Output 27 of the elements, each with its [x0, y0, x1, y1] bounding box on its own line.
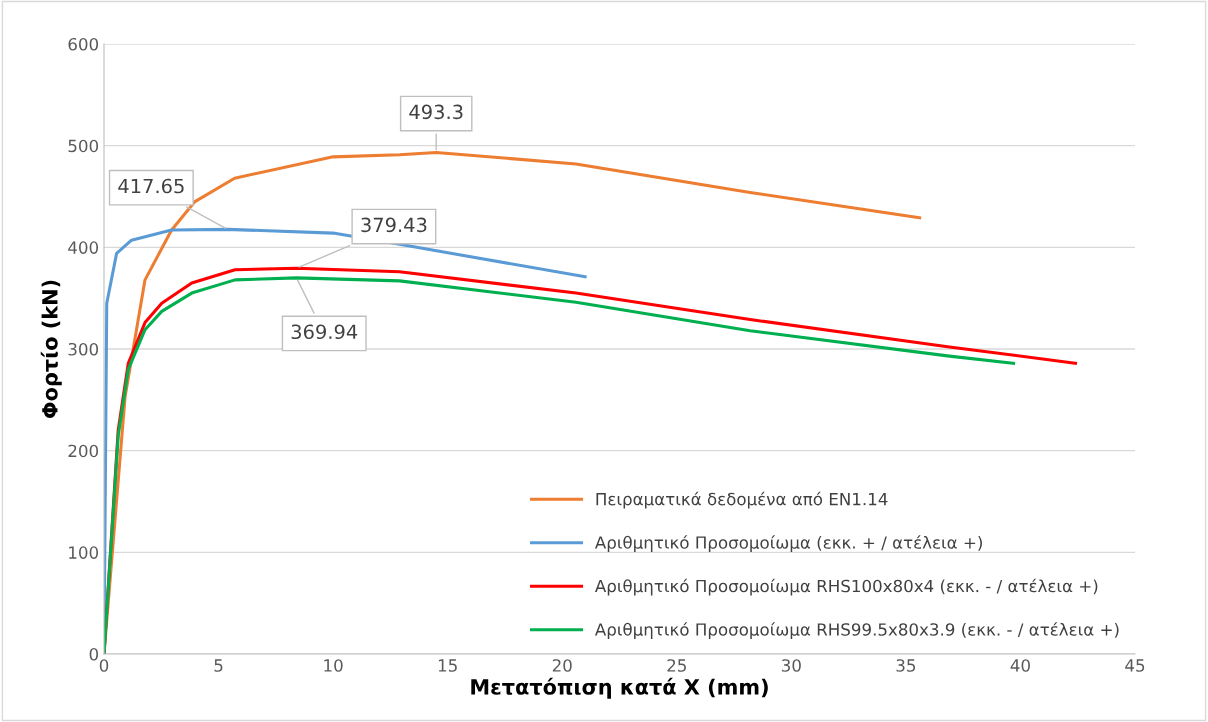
annotation: 493.3: [409, 104, 463, 120]
legend-label: Αριθμητικό Προσομοίωμα RHS100x80x4 (εκκ. - / ατέλεια +): [594, 578, 1098, 596]
y-tick-label: 100: [69, 546, 99, 559]
x-tick-label: 45: [1125, 659, 1145, 672]
annotation: 417.65: [118, 178, 184, 194]
y-axis-title: Φορτίο (kN): [40, 280, 62, 419]
annotation: 369.94: [291, 324, 358, 340]
x-tick-label: 20: [552, 659, 572, 672]
x-tick-label: 30: [782, 659, 801, 672]
legend-label: Πειραματικά δεδομένα από EN1.14: [596, 491, 888, 509]
x-tick-label: 15: [438, 659, 457, 672]
annotation: 379.43: [361, 217, 427, 233]
x-tick-label: 40: [1010, 659, 1030, 672]
x-tick-label: 35: [896, 659, 916, 672]
y-tick-label: 400: [68, 241, 99, 254]
x-tick-label: 10: [324, 659, 343, 672]
y-tick-label: 600: [68, 37, 99, 51]
y-tick-label: 300: [68, 342, 99, 356]
legend-label: Αριθμητικό Προσομοίωμα RHS99.5x80x3.9 (εκκ. - / ατέλεια +): [594, 622, 1119, 639]
y-tick-label: 200: [68, 444, 99, 458]
legend-label: Αριθμητικό Προσομοίωμα (εκκ. + / ατέλεια +): [594, 535, 982, 553]
x-tick-label: 5: [214, 659, 223, 672]
y-tick-label: 0: [89, 647, 99, 661]
y-tick-label: 500: [68, 139, 99, 153]
x-tick-label: 25: [667, 659, 686, 672]
x-axis-title: Μετατόπιση κατά X (mm): [471, 677, 768, 699]
x-tick-label: 0: [99, 659, 109, 672]
